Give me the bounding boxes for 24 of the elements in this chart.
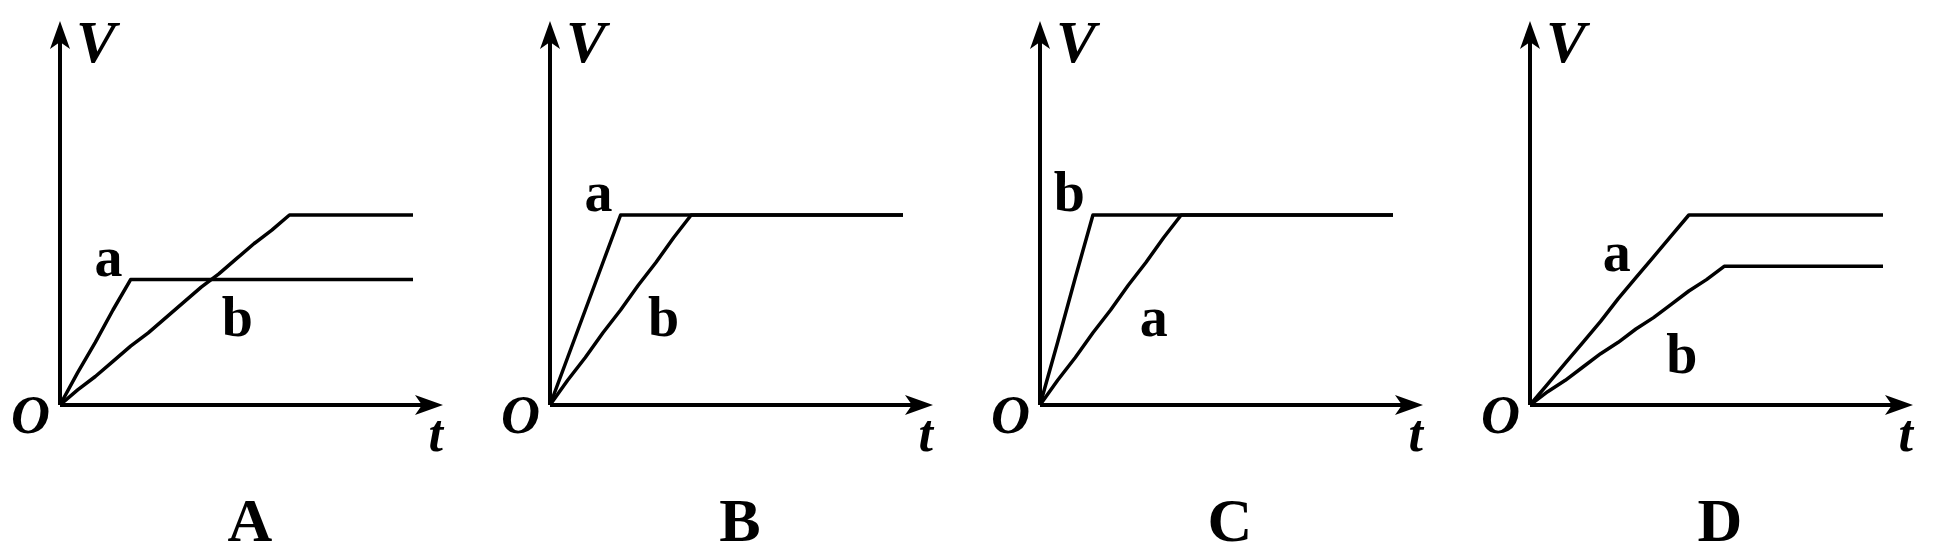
series-label: b xyxy=(648,286,680,349)
y-axis-title: V xyxy=(566,9,611,75)
series-label: a xyxy=(94,225,123,288)
series-label: a xyxy=(1139,286,1168,349)
x-axis-title: t xyxy=(918,405,935,462)
x-axis-title: t xyxy=(1408,405,1425,462)
series-label: b xyxy=(221,286,253,349)
text: A xyxy=(227,486,273,554)
y-axis-title: V xyxy=(1056,9,1101,75)
text: C xyxy=(1207,486,1253,554)
y-axis-title: V xyxy=(76,9,121,75)
x-axis-title: t xyxy=(428,405,445,462)
series-label: b xyxy=(1666,323,1698,386)
text: D xyxy=(1697,486,1743,554)
text: O xyxy=(1481,385,1520,445)
text: O xyxy=(11,385,50,445)
y-axis-title: V xyxy=(1546,9,1591,75)
series-label: a xyxy=(584,161,613,223)
text: O xyxy=(501,385,540,445)
series-label: b xyxy=(1053,161,1085,223)
x-axis-title: t xyxy=(1898,405,1915,462)
text: B xyxy=(719,486,761,554)
series-label: a xyxy=(1602,221,1631,283)
text: O xyxy=(991,385,1030,445)
